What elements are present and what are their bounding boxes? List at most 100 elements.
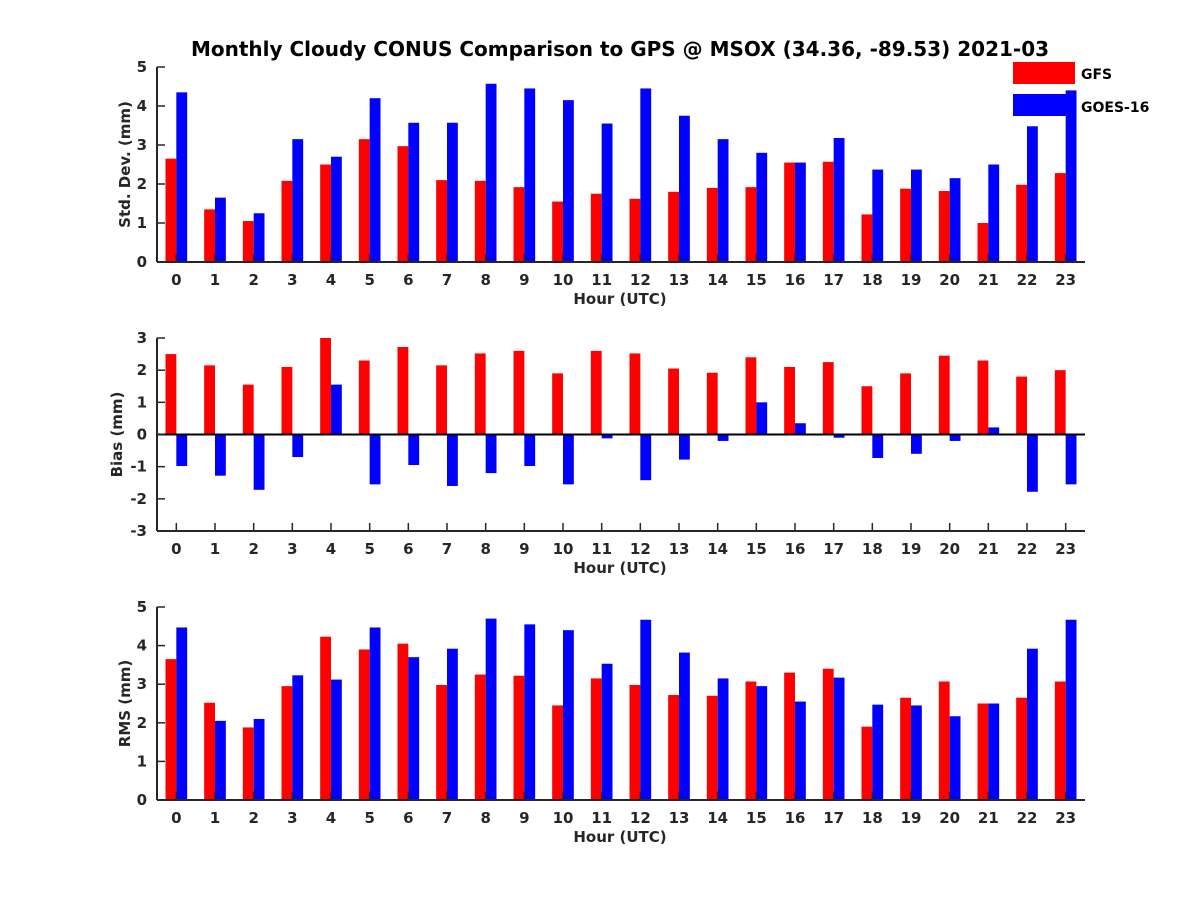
- bar-gfs-8: [474, 180, 486, 262]
- bar-gfs-1: [204, 702, 215, 800]
- bar-goes-16-9: [524, 624, 536, 800]
- y-tick-label: 0: [137, 253, 147, 271]
- legend-swatch-gfs: [1013, 62, 1075, 84]
- bar-goes-16-17: [833, 677, 845, 800]
- x-tick-label: 6: [403, 540, 413, 558]
- bar-gfs-13: [668, 695, 679, 800]
- bar-gfs-12: [629, 353, 641, 435]
- x-tick-label: 7: [442, 271, 452, 289]
- x-tick-label: 20: [939, 271, 960, 289]
- bar-gfs-10: [552, 201, 563, 262]
- x-tick-label: 7: [442, 809, 452, 827]
- bar-gfs-16: [784, 162, 795, 262]
- y-tick-label: 4: [137, 97, 147, 115]
- bar-goes-16-10: [563, 630, 574, 800]
- bar-gfs-8: [474, 674, 486, 800]
- x-tick-label: 2: [248, 271, 258, 289]
- x-tick-label: 17: [823, 271, 844, 289]
- bar-goes-16-7: [447, 434, 458, 486]
- bar-gfs-6: [397, 643, 409, 800]
- bar-goes-16-15: [756, 686, 768, 800]
- bar-gfs-19: [900, 373, 911, 435]
- bar-goes-16-18: [872, 704, 884, 800]
- bar-goes-16-18: [872, 169, 884, 262]
- x-tick-label: 21: [978, 809, 999, 827]
- x-tick-label: 23: [1055, 540, 1076, 558]
- bar-gfs-21: [977, 360, 989, 435]
- x-tick-label: 1: [210, 271, 220, 289]
- x-tick-label: 0: [171, 540, 181, 558]
- bar-gfs-9: [513, 187, 525, 262]
- x-tick-label: 13: [669, 540, 690, 558]
- x-tick-label: 0: [171, 271, 181, 289]
- bar-goes-16-23: [1065, 434, 1077, 485]
- bar-gfs-2: [242, 384, 254, 435]
- x-tick-label: 21: [978, 271, 999, 289]
- bar-goes-16-20: [949, 716, 961, 800]
- bar-gfs-19: [900, 697, 911, 800]
- bar-gfs-15: [745, 681, 757, 800]
- x-tick-label: 11: [591, 809, 612, 827]
- bar-gfs-23: [1054, 681, 1066, 800]
- x-tick-label: 12: [630, 540, 651, 558]
- legend: GFS GOES-16: [1013, 62, 1149, 116]
- y-tick-label: 5: [137, 598, 147, 616]
- x-tick-label: 11: [591, 271, 612, 289]
- y-tick-label: 1: [137, 752, 147, 770]
- bar-goes-16-14: [717, 434, 729, 441]
- bar-gfs-4: [320, 338, 331, 435]
- x-tick-label: 22: [1017, 540, 1038, 558]
- bar-gfs-9: [513, 350, 525, 435]
- x-tick-label: 15: [746, 809, 767, 827]
- bar-gfs-10: [552, 373, 563, 435]
- x-axis-label: Hour (UTC): [573, 559, 666, 577]
- bar-goes-16-6: [408, 434, 420, 466]
- bar-goes-16-18: [872, 434, 884, 458]
- bar-goes-16-12: [640, 434, 652, 481]
- x-tick-label: 4: [326, 809, 336, 827]
- bar-gfs-3: [281, 180, 293, 262]
- x-axis-label: Hour (UTC): [573, 828, 666, 846]
- bar-goes-16-3: [292, 675, 304, 800]
- x-tick-label: 18: [862, 540, 883, 558]
- bar-gfs-17: [822, 161, 834, 262]
- x-tick-label: 2: [248, 809, 258, 827]
- bar-goes-16-6: [408, 122, 420, 263]
- legend-label-goes-16: GOES-16: [1081, 100, 1149, 116]
- bar-gfs-14: [706, 695, 718, 800]
- bar-goes-16-8: [485, 83, 497, 263]
- bar-gfs-12: [629, 198, 641, 262]
- bar-goes-16-5: [369, 98, 381, 262]
- bar-goes-16-21: [988, 427, 1000, 435]
- y-tick-label: 3: [137, 329, 147, 347]
- bar-gfs-13: [668, 368, 679, 435]
- bar-gfs-11: [590, 350, 602, 435]
- y-tick-label: 0: [137, 791, 147, 809]
- x-tick-label: 2: [248, 540, 258, 558]
- x-tick-label: 14: [707, 540, 728, 558]
- bar-gfs-22: [1016, 697, 1027, 800]
- bar-goes-16-15: [756, 402, 768, 435]
- y-tick-label: 1: [137, 214, 147, 232]
- bar-goes-16-21: [988, 703, 1000, 800]
- bar-gfs-22: [1016, 376, 1027, 435]
- x-tick-label: 21: [978, 540, 999, 558]
- bar-goes-16-9: [524, 434, 536, 467]
- x-tick-label: 11: [591, 540, 612, 558]
- bar-gfs-5: [358, 360, 370, 435]
- bar-gfs-10: [552, 705, 563, 800]
- bar-goes-16-23: [1065, 619, 1077, 800]
- bar-goes-16-8: [485, 618, 497, 800]
- bar-goes-16-2: [253, 434, 265, 490]
- x-tick-label: 9: [519, 540, 529, 558]
- x-tick-label: 0: [171, 809, 181, 827]
- bar-goes-16-14: [717, 678, 729, 800]
- bar-goes-16-4: [331, 679, 342, 800]
- y-tick-label: -3: [130, 522, 147, 540]
- bar-goes-16-5: [369, 434, 381, 485]
- bar-goes-16-7: [447, 122, 458, 263]
- x-tick-label: 8: [480, 540, 490, 558]
- x-tick-label: 16: [785, 809, 806, 827]
- x-tick-label: 14: [707, 809, 728, 827]
